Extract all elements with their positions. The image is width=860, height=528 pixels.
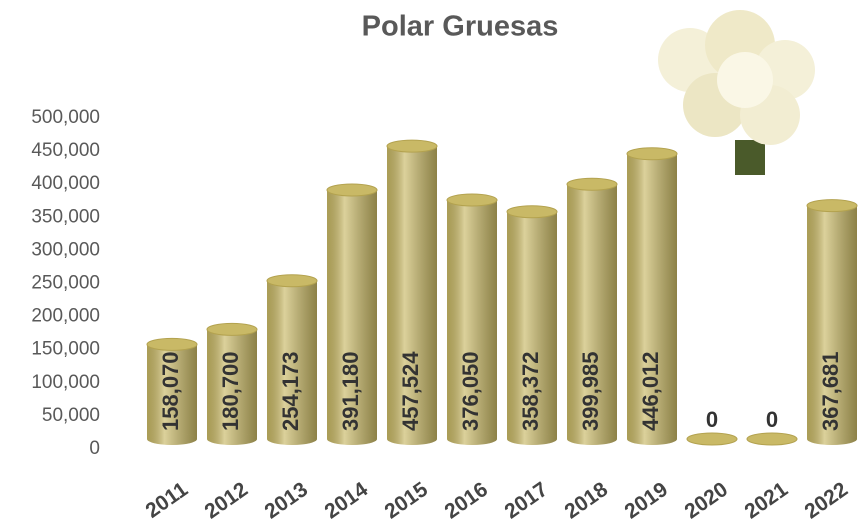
value-label: 0 xyxy=(766,407,778,432)
y-tick-label: 450,000 xyxy=(31,140,100,161)
y-tick-label: 350,000 xyxy=(31,206,100,227)
bar-shade xyxy=(327,190,377,439)
bar-bottom-shade xyxy=(507,433,557,445)
bar-group xyxy=(626,147,678,445)
y-tick-label: 400,000 xyxy=(31,173,100,194)
bar-group xyxy=(506,205,558,445)
bar-group xyxy=(266,274,318,445)
bar-shade xyxy=(807,205,857,439)
bar-shade xyxy=(387,146,437,439)
bar-top xyxy=(206,322,258,336)
x-tick-label: 2019 xyxy=(621,478,672,524)
x-tick-label: 2012 xyxy=(201,478,252,524)
y-tick-label: 200,000 xyxy=(31,306,100,327)
bar-bottom-shade xyxy=(387,433,437,445)
x-tick-label: 2021 xyxy=(741,478,793,524)
bar-bottom-shade xyxy=(267,433,317,445)
value-label: 180,700 xyxy=(218,351,243,431)
y-tick-label: 300,000 xyxy=(31,239,100,260)
value-label: 254,173 xyxy=(278,351,303,431)
bar-bottom-shade xyxy=(327,433,377,445)
bar-group xyxy=(446,193,498,445)
bar-shade xyxy=(507,211,557,439)
x-tick-label: 2013 xyxy=(261,478,312,524)
value-label: 0 xyxy=(706,407,718,432)
x-tick-label: 2020 xyxy=(681,478,732,524)
bar-bottom-shade xyxy=(627,433,677,445)
bar-top xyxy=(506,205,558,219)
value-label: 376,050 xyxy=(458,351,483,431)
value-label: 457,524 xyxy=(398,351,423,431)
x-tick-label: 2022 xyxy=(801,478,852,524)
value-label: 399,985 xyxy=(578,351,603,431)
bar-bottom-shade xyxy=(147,433,197,445)
bar-top xyxy=(746,432,798,446)
y-tick-label: 500,000 xyxy=(31,107,100,128)
bar-shade xyxy=(447,200,497,439)
bar-shade xyxy=(207,329,257,439)
y-tick-label: 150,000 xyxy=(31,339,100,360)
bar-group xyxy=(806,199,858,445)
bar-top xyxy=(626,147,678,161)
bar-top xyxy=(686,432,738,446)
bar-top xyxy=(146,337,198,351)
value-label: 446,012 xyxy=(638,351,663,431)
bar-top xyxy=(266,274,318,288)
chart-title: Polar Gruesas xyxy=(362,11,559,43)
bar-group xyxy=(566,177,618,445)
value-label: 391,180 xyxy=(338,351,363,431)
bar-group xyxy=(386,139,438,445)
value-label: 158,070 xyxy=(158,351,183,431)
y-tick-label: 100,000 xyxy=(31,372,100,393)
bar-shade xyxy=(567,184,617,439)
bar-group xyxy=(686,432,738,446)
bar-shade xyxy=(147,344,197,439)
y-tick-label: 50,000 xyxy=(42,405,100,426)
bar-top xyxy=(566,177,618,191)
bar-top xyxy=(326,183,378,197)
bar-group xyxy=(326,183,378,445)
x-tick-label: 2015 xyxy=(381,478,433,524)
bar-bottom-shade xyxy=(207,433,257,445)
flower-image xyxy=(658,10,815,175)
x-tick-label: 2014 xyxy=(321,478,373,524)
bar-top xyxy=(446,193,498,207)
value-label: 358,372 xyxy=(518,351,543,431)
bar-group xyxy=(746,432,798,446)
x-tick-label: 2017 xyxy=(501,478,552,524)
x-tick-label: 2016 xyxy=(441,478,492,524)
bar-bottom-shade xyxy=(447,433,497,445)
bar-top xyxy=(806,199,858,213)
bar-bottom-shade xyxy=(567,433,617,445)
bar-shade xyxy=(627,153,677,439)
y-tick-label: 0 xyxy=(89,438,100,459)
bar-shade xyxy=(267,280,317,439)
bar-top xyxy=(386,139,438,153)
bar-bottom-shade xyxy=(807,433,857,445)
x-tick-label: 2011 xyxy=(142,478,193,523)
value-label: 367,681 xyxy=(818,351,843,431)
bar-group xyxy=(146,337,198,445)
bar-group xyxy=(206,322,258,445)
y-tick-label: 250,000 xyxy=(31,273,100,294)
x-tick-label: 2018 xyxy=(561,478,613,524)
